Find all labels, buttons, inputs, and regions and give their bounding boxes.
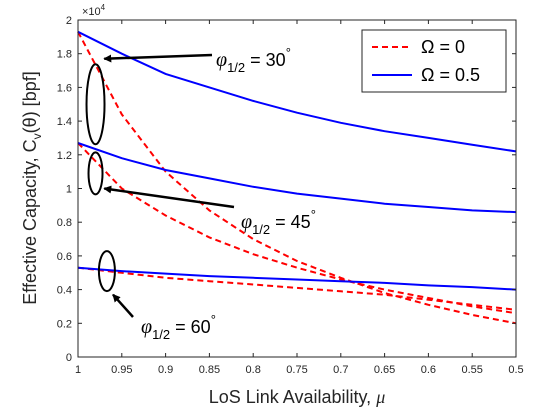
annotation-60-label: φ1/2 = 60° (141, 312, 216, 342)
y-tick-label: 1.4 (57, 116, 72, 128)
series-lines (77, 30, 517, 325)
y-tick-label: 0.8 (57, 217, 72, 229)
annotation-arrow-2 (103, 185, 235, 209)
series-line-4 (77, 30, 517, 153)
annotations: φ1/2 = 30° φ1/2 = 45° φ1/2 = 60° (85, 45, 316, 342)
x-tick-label: 1 (75, 364, 81, 376)
legend: Ω = 0 Ω = 0.5 (361, 29, 507, 93)
y-tick-label: 0.4 (57, 285, 72, 297)
y-exponent: ×104 (82, 3, 106, 18)
y-tick-label: 0.6 (57, 251, 72, 263)
x-tick-label: 0.65 (374, 364, 395, 376)
series-line-5 (77, 142, 517, 214)
x-tick-label: 0.9 (158, 364, 173, 376)
annotation-30-label: φ1/2 = 30° (216, 45, 291, 75)
legend-label-omega-0.5: Ω = 0.5 (421, 65, 480, 85)
x-tick-label: 0.8 (246, 364, 261, 376)
x-tick-label: 0.75 (286, 364, 307, 376)
y-tick-label: 0.2 (57, 318, 72, 330)
y-ticks: 0 0.2 0.4 0.6 0.8 1 1.2 1.4 1.6 1.8 2 (57, 15, 516, 364)
y-tick-label: 1.6 (57, 82, 72, 94)
series-line-3 (77, 266, 517, 311)
y-tick-label: 1 (66, 184, 72, 196)
x-tick-label: 0.7 (333, 364, 348, 376)
y-tick-label: 1.2 (57, 150, 72, 162)
annotation-ellipse-2 (87, 151, 104, 196)
legend-label-omega-0: Ω = 0 (421, 37, 465, 57)
annotation-45-label: φ1/2 = 45° (241, 207, 316, 237)
x-tick-label: 0.85 (199, 364, 220, 376)
x-tick-label: 0.6 (421, 364, 436, 376)
annotation-ellipse-1 (85, 63, 106, 146)
x-tick-label: 0.55 (461, 364, 482, 376)
legend-box (361, 29, 507, 93)
y-tick-label: 1.8 (57, 49, 72, 61)
annotation-ellipse-3 (97, 250, 116, 293)
annotation-arrow-3 (112, 293, 134, 318)
y-tick-label: 2 (66, 15, 72, 27)
y-tick-label: 0 (66, 352, 72, 364)
x-ticks: 1 0.95 0.9 0.85 0.8 0.75 0.7 0.65 0.6 0.55 0.5 (75, 20, 524, 376)
series-line-6 (77, 266, 517, 291)
series-line-1 (77, 31, 517, 325)
x-tick-label: 0.95 (111, 364, 132, 376)
x-tick-label: 0.5 (508, 364, 523, 376)
y-axis-label: Effective Capacity, Cv(θ) [bpf] (20, 71, 44, 304)
annotation-arrow-1 (103, 53, 213, 63)
y-exponent-power: 4 (101, 3, 106, 12)
x-axis-label: LoS Link Availability, μ (209, 387, 385, 407)
